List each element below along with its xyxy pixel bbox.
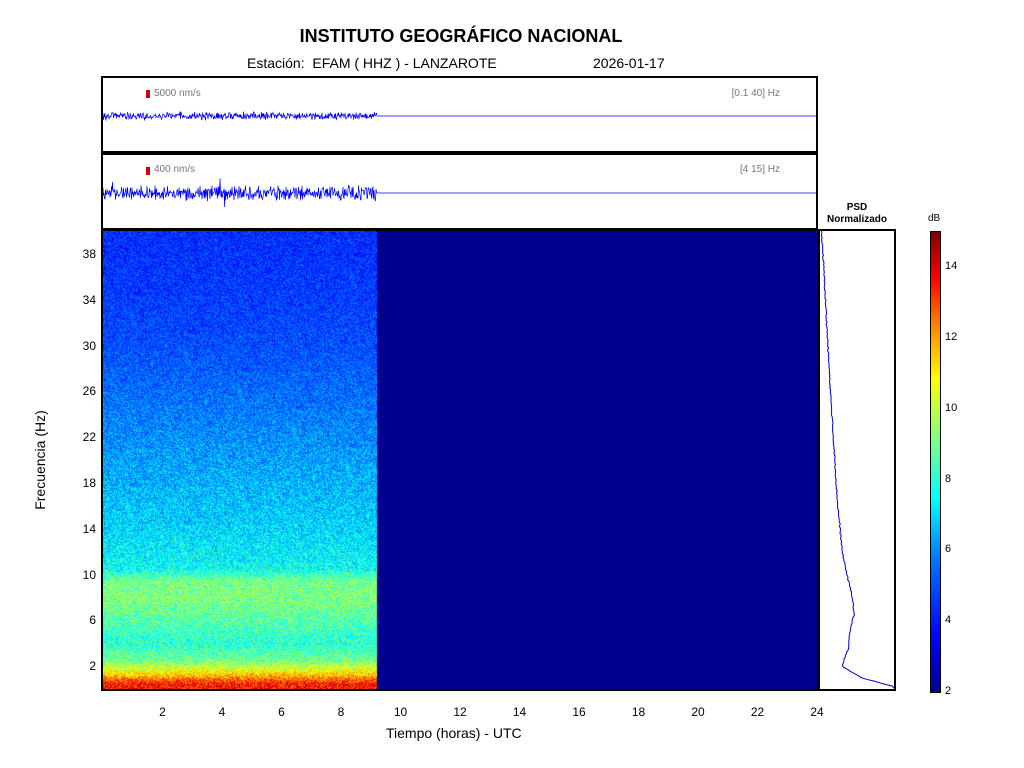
chart-title: INSTITUTO GEOGRÁFICO NACIONAL: [299, 26, 623, 46]
date-label: 2026-01-17: [593, 55, 665, 71]
trace-panel-filtered: 400 nm/s [4 15] Hz: [101, 153, 818, 230]
trace-panel-broadband: 5000 nm/s [0.1 40] Hz: [101, 76, 818, 153]
colorbar-tick-label: 10: [945, 401, 958, 414]
colorbar-tick-label: 12: [945, 331, 958, 344]
y-tick-label: 22: [82, 430, 96, 445]
y-axis-title: Frecuencia (Hz): [32, 410, 48, 510]
psd-line: [820, 230, 895, 689]
x-tick-label: 10: [393, 705, 408, 719]
colorbar: [930, 231, 941, 693]
y-tick-label: 10: [82, 567, 96, 582]
x-tick-label: 16: [572, 705, 586, 719]
x-tick-label: 4: [218, 705, 226, 719]
station-label: Estación: EFAM ( HHZ ) - LANZAROTE: [247, 55, 497, 71]
x-tick-label: 12: [453, 705, 467, 719]
x-tick-label: 2: [159, 705, 166, 719]
trace-line: [103, 178, 816, 208]
spectrogram-heatmap: [103, 231, 817, 689]
scale-bar-icon: [146, 167, 150, 175]
psd-panel: [818, 229, 896, 691]
psd-title: PSD: [846, 202, 868, 213]
x-tick-label: 24: [810, 705, 824, 719]
x-tick-label: 22: [750, 705, 765, 719]
trace-band-label: [0.1 40] Hz: [731, 88, 780, 99]
y-tick-label: 34: [82, 292, 96, 307]
colorbar-tick-label: 6: [945, 543, 952, 556]
colorbar-unit: dB: [928, 213, 941, 224]
trace-scale-label: 5000 nm/s: [154, 88, 201, 99]
y-tick-label: 30: [82, 338, 96, 353]
x-axis-title: Tiempo (horas) - UTC: [386, 725, 522, 741]
x-tick-label: 14: [512, 705, 527, 719]
trace-line: [103, 111, 816, 122]
x-tick-label: 6: [278, 705, 285, 719]
psd-curve: [820, 230, 895, 689]
x-tick-label: 8: [337, 705, 345, 719]
colorbar-tick-label: 14: [945, 260, 958, 273]
scale-bar-icon: [146, 90, 150, 98]
colorbar-tick-label: 2: [945, 685, 952, 697]
trace-band-label: [4 15] Hz: [739, 164, 780, 175]
y-tick-label: 26: [82, 384, 96, 399]
x-tick-label: 18: [631, 705, 646, 719]
x-tick-label: 20: [691, 705, 705, 719]
y-tick-label: 14: [82, 521, 96, 536]
seismic-trace-broadband: [103, 111, 816, 122]
spectrogram-plot: [101, 229, 819, 691]
psd-subtitle: Normalizado: [826, 214, 887, 225]
colorbar-tick-label: 8: [945, 472, 952, 485]
y-tick-label: 18: [82, 475, 96, 490]
colorbar-tick-label: 4: [945, 614, 952, 627]
trace-scale-label: 400 nm/s: [154, 164, 196, 175]
y-tick-label: 38: [82, 246, 96, 261]
seismic-trace-filtered: [103, 178, 816, 208]
y-tick-label: 6: [89, 613, 96, 628]
y-tick-label: 2: [89, 659, 96, 674]
